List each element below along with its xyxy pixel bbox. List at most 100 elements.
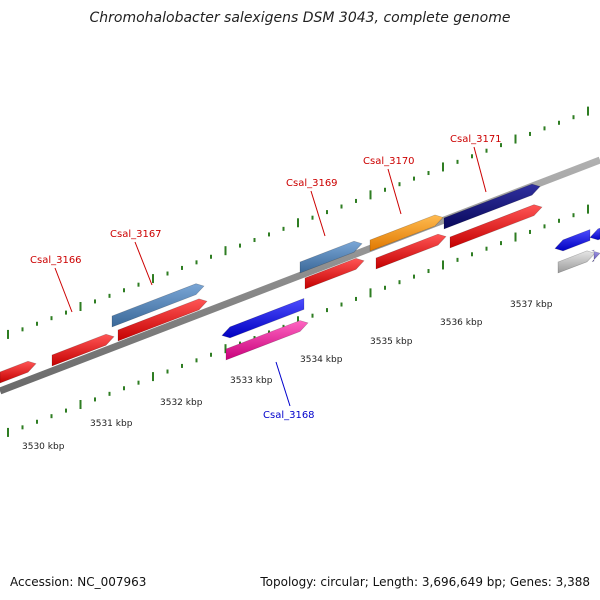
lower-scale-tick: [239, 341, 241, 346]
upper-scale-tick: [297, 218, 299, 228]
lower-scale-tick: [384, 285, 386, 290]
lower-scale-tick: [326, 308, 328, 313]
gene-leader-line: [387, 168, 402, 215]
upper-scale-tick: [152, 274, 154, 284]
upper-scale-tick: [427, 171, 430, 176]
upper-scale-tick: [50, 316, 53, 321]
gene-arrow[interactable]: [51, 333, 115, 367]
lower-scale-tick: [587, 204, 589, 214]
kbp-label: 3534 kbp: [300, 355, 343, 365]
gene-leader-line: [134, 241, 153, 286]
lower-scale-tick: [210, 352, 212, 357]
upper-scale-tick: [326, 210, 328, 215]
upper-scale-tick: [195, 260, 198, 265]
gene-block[interactable]: [111, 283, 205, 328]
upper-scale-tick: [253, 238, 256, 243]
lower-scale-tick: [514, 232, 517, 242]
lower-scale-tick: [282, 324, 285, 329]
lower-scale-tick: [50, 414, 53, 419]
lower-scale-tick: [79, 400, 82, 410]
upper-scale-tick: [268, 232, 270, 237]
gene-block[interactable]: [557, 250, 596, 274]
upper-scale-tick: [369, 190, 372, 200]
gene-block[interactable]: [369, 214, 444, 252]
gene-label[interactable]: Csal_3171: [450, 134, 502, 145]
kbp-label: 3530 kbp: [22, 442, 65, 452]
gene-arrow[interactable]: [0, 360, 37, 384]
lower-scale-tick: [137, 380, 140, 385]
lower-scale-tick: [427, 269, 430, 274]
upper-scale-tick: [471, 154, 473, 159]
lower-scale-tick: [268, 330, 270, 335]
upper-scale-tick: [514, 134, 517, 144]
upper-scale-tick: [355, 198, 357, 203]
lower-scale-tick: [456, 257, 459, 262]
gene-label[interactable]: Csal_3167: [110, 229, 162, 240]
lower-scale-tick: [413, 274, 415, 279]
upper-scale-tick: [485, 148, 488, 153]
lower-scale-tick: [108, 391, 111, 396]
upper-scale-tick: [340, 204, 343, 209]
gene-block[interactable]: [591, 249, 600, 263]
upper-scale-tick: [166, 271, 169, 276]
upper-scale-tick: [79, 302, 82, 312]
upper-scale-tick: [21, 327, 24, 332]
lower-scale-tick: [224, 344, 227, 354]
upper-scale-tick: [413, 176, 415, 181]
lower-scale-tick: [355, 296, 357, 301]
gene-arrow[interactable]: [375, 233, 447, 270]
lower-scale-tick: [369, 288, 372, 298]
upper-scale-tick: [398, 182, 401, 187]
lower-scale-tick: [311, 313, 314, 318]
lower-scale-tick: [398, 280, 401, 285]
gene-block[interactable]: [225, 320, 309, 361]
upper-scale-tick: [587, 106, 589, 116]
upper-scale-tick: [282, 226, 285, 231]
lower-scale-tick: [471, 252, 473, 257]
gene-leader-line: [54, 267, 73, 313]
upper-scale-tick: [123, 288, 125, 293]
gene-block[interactable]: [443, 183, 541, 230]
gene-label[interactable]: Csal_3169: [286, 178, 338, 189]
lower-scale-tick: [253, 336, 256, 341]
upper-scale-tick: [181, 265, 183, 270]
lower-scale-tick: [500, 241, 502, 246]
gene-arrow[interactable]: [554, 229, 591, 252]
upper-scale-tick: [137, 282, 140, 287]
lower-scale-tick: [485, 246, 488, 251]
genome-summary: Topology: circular; Length: 3,696,649 bp…: [260, 575, 590, 589]
gene-arrow[interactable]: [304, 258, 365, 290]
lower-scale-tick: [65, 408, 67, 413]
lower-scale-tick: [166, 369, 169, 374]
upper-scale-tick: [210, 254, 212, 259]
lower-scale-tick: [572, 213, 575, 218]
kbp-label: 3531 kbp: [90, 419, 133, 429]
gene-arrow[interactable]: [221, 297, 305, 339]
lower-scale-tick: [340, 302, 343, 307]
kbp-label: 3533 kbp: [230, 376, 273, 386]
gene-arrow[interactable]: [117, 298, 208, 342]
upper-scale-tick: [543, 126, 546, 131]
gene-leader-line: [473, 146, 487, 193]
kbp-label: 3535 kbp: [370, 337, 413, 347]
upper-scale-tick: [311, 215, 314, 220]
lower-scale-tick: [123, 386, 125, 391]
upper-scale-tick: [529, 131, 531, 136]
lower-scale-tick: [21, 425, 24, 430]
upper-scale-tick: [224, 246, 227, 256]
kbp-label: 3536 kbp: [440, 318, 483, 328]
upper-scale-tick: [108, 293, 111, 298]
gene-arrow[interactable]: [589, 227, 600, 241]
gene-label[interactable]: Csal_3168: [263, 410, 315, 421]
gene-label[interactable]: Csal_3166: [30, 255, 82, 266]
gene-block[interactable]: [299, 240, 363, 274]
lower-scale-tick: [7, 427, 9, 437]
gene-leader-line: [310, 190, 326, 237]
gene-arrow[interactable]: [449, 204, 543, 249]
lower-scale-tick: [442, 260, 444, 270]
gene-label[interactable]: Csal_3170: [363, 156, 415, 167]
lower-scale-tick: [94, 397, 96, 402]
accession-label: Accession: NC_007963: [10, 575, 147, 589]
lower-scale-tick: [543, 224, 546, 229]
